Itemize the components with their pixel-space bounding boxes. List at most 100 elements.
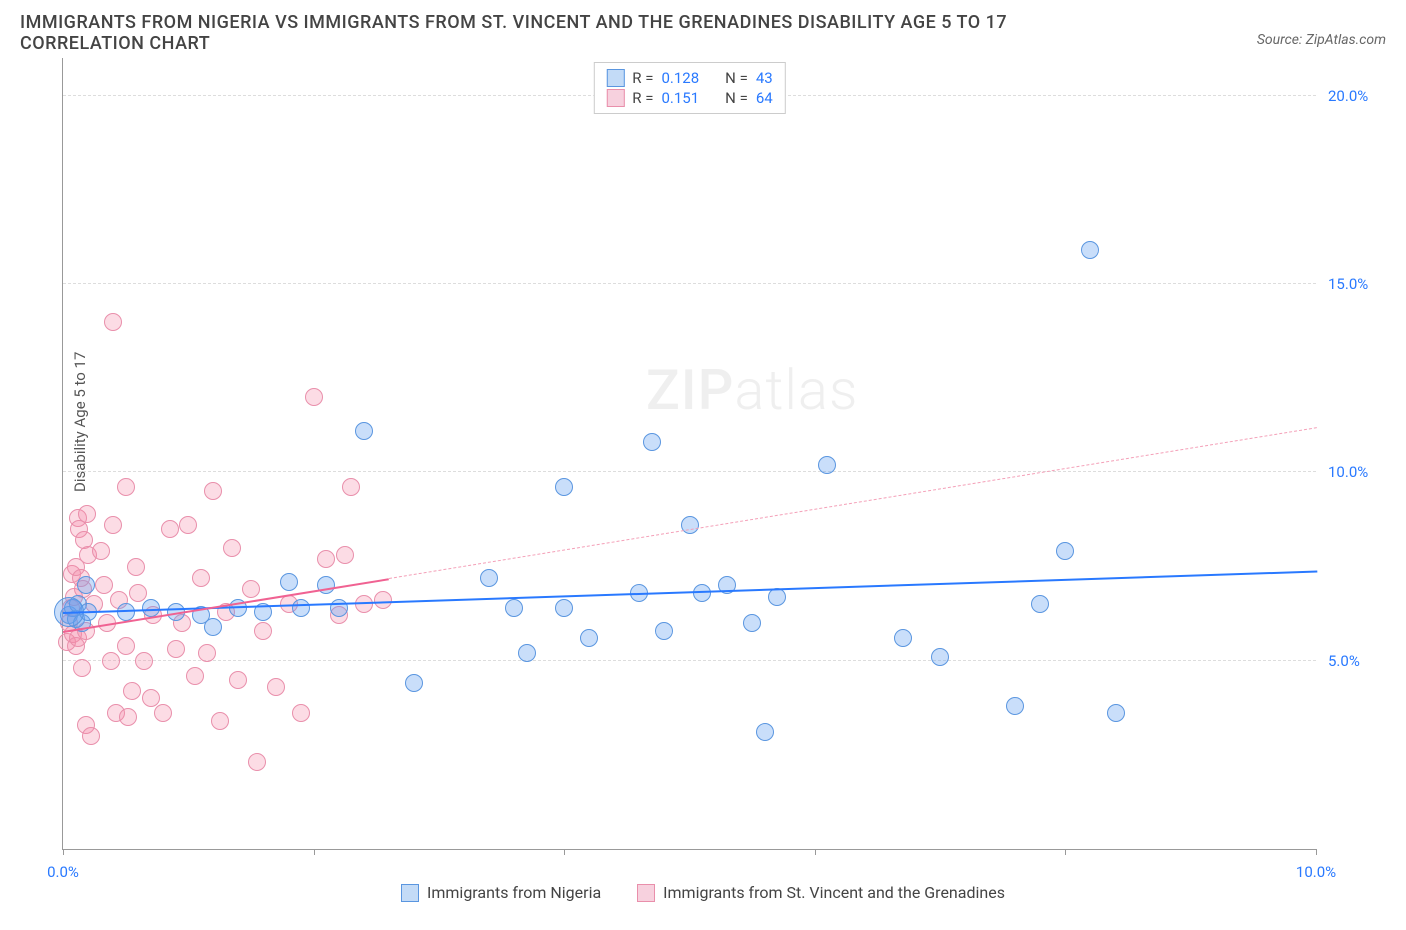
n-value-stvincent: 64: [756, 89, 773, 107]
source-attribution: Source: ZipAtlas.com: [1257, 32, 1386, 48]
data-point-stvincent: [242, 580, 260, 598]
data-point-stvincent: [135, 652, 153, 670]
n-label: N =: [725, 89, 748, 107]
data-point-stvincent: [317, 550, 335, 568]
legend-row-stvincent: R = 0.151 N = 64: [606, 89, 772, 107]
watermark: ZIPatlas: [646, 357, 858, 423]
gridline: [63, 471, 1316, 472]
data-point-nigeria: [1107, 704, 1125, 722]
data-point-nigeria: [317, 576, 335, 594]
data-point-stvincent: [142, 689, 160, 707]
r-value-nigeria: 0.128: [661, 69, 699, 87]
x-tick: [564, 849, 565, 855]
data-point-stvincent: [102, 652, 120, 670]
data-point-stvincent: [254, 622, 272, 640]
data-point-nigeria: [204, 618, 222, 636]
swatch-stvincent: [637, 884, 655, 902]
data-point-stvincent: [78, 505, 96, 523]
data-point-stvincent: [73, 659, 91, 677]
correlation-legend: R = 0.128 N = 43 R = 0.151 N = 64: [593, 62, 785, 114]
data-point-stvincent: [292, 704, 310, 722]
data-point-nigeria: [480, 569, 498, 587]
chart-container: Disability Age 5 to 17 R = 0.128 N = 43 …: [20, 58, 1386, 908]
n-value-nigeria: 43: [756, 69, 773, 87]
x-tick-label: 10.0%: [1296, 863, 1336, 881]
legend-label: Immigrants from Nigeria: [427, 883, 601, 902]
gridline: [63, 283, 1316, 284]
data-point-nigeria: [280, 573, 298, 591]
swatch-stvincent: [606, 89, 624, 107]
legend-row-nigeria: R = 0.128 N = 43: [606, 69, 772, 87]
data-point-stvincent: [305, 388, 323, 406]
data-point-nigeria: [756, 723, 774, 741]
r-label: R =: [632, 89, 653, 107]
data-point-nigeria: [894, 629, 912, 647]
data-point-stvincent: [117, 637, 135, 655]
n-label: N =: [725, 69, 748, 87]
gridline: [63, 660, 1316, 661]
data-point-stvincent: [229, 671, 247, 689]
data-point-stvincent: [267, 678, 285, 696]
data-point-stvincent: [104, 313, 122, 331]
data-point-nigeria: [292, 599, 310, 617]
data-point-nigeria: [580, 629, 598, 647]
plot-area: R = 0.128 N = 43 R = 0.151 N = 64 ZIPatl…: [62, 58, 1316, 850]
data-point-nigeria: [555, 478, 573, 496]
x-tick: [1316, 849, 1317, 855]
chart-title: IMMIGRANTS FROM NIGERIA VS IMMIGRANTS FR…: [20, 12, 1120, 54]
data-point-nigeria: [743, 614, 761, 632]
data-point-stvincent: [198, 644, 216, 662]
x-tick: [1065, 849, 1066, 855]
data-point-stvincent: [129, 584, 147, 602]
data-point-stvincent: [117, 478, 135, 496]
legend-item-stvincent: Immigrants from St. Vincent and the Gren…: [637, 883, 1005, 902]
data-point-nigeria: [1031, 595, 1049, 613]
data-point-stvincent: [119, 708, 137, 726]
r-value-stvincent: 0.151: [661, 89, 699, 107]
legend-item-nigeria: Immigrants from Nigeria: [401, 883, 601, 902]
data-point-nigeria: [681, 516, 699, 534]
y-tick-label: 20.0%: [1328, 87, 1368, 105]
r-label: R =: [632, 69, 653, 87]
y-tick-label: 15.0%: [1328, 275, 1368, 293]
data-point-stvincent: [248, 753, 266, 771]
data-point-stvincent: [204, 482, 222, 500]
data-point-stvincent: [167, 640, 185, 658]
x-tick: [815, 849, 816, 855]
data-point-stvincent: [223, 539, 241, 557]
data-point-nigeria: [555, 599, 573, 617]
data-point-stvincent: [82, 727, 100, 745]
data-point-stvincent: [95, 576, 113, 594]
data-point-nigeria: [1081, 241, 1099, 259]
data-point-stvincent: [192, 569, 210, 587]
y-tick-label: 5.0%: [1328, 652, 1360, 670]
data-point-nigeria: [818, 456, 836, 474]
data-point-stvincent: [211, 712, 229, 730]
data-point-stvincent: [342, 478, 360, 496]
data-point-stvincent: [154, 704, 172, 722]
y-tick-label: 10.0%: [1328, 463, 1368, 481]
data-point-nigeria: [518, 644, 536, 662]
data-point-stvincent: [92, 542, 110, 560]
data-point-stvincent: [104, 516, 122, 534]
data-point-nigeria: [355, 422, 373, 440]
data-point-stvincent: [179, 516, 197, 534]
data-point-nigeria: [655, 622, 673, 640]
data-point-nigeria: [931, 648, 949, 666]
x-tick: [314, 849, 315, 855]
data-point-stvincent: [123, 682, 141, 700]
trend-line: [389, 428, 1317, 580]
data-point-nigeria: [505, 599, 523, 617]
swatch-nigeria: [401, 884, 419, 902]
data-point-nigeria: [77, 576, 95, 594]
data-point-stvincent: [186, 667, 204, 685]
series-legend: Immigrants from Nigeria Immigrants from …: [20, 883, 1386, 902]
x-tick-label: 0.0%: [47, 863, 79, 881]
data-point-nigeria: [1056, 542, 1074, 560]
data-point-stvincent: [336, 546, 354, 564]
legend-label: Immigrants from St. Vincent and the Gren…: [663, 883, 1005, 902]
data-point-nigeria: [1006, 697, 1024, 715]
data-point-nigeria: [330, 599, 348, 617]
x-tick: [63, 849, 64, 855]
data-point-stvincent: [127, 558, 145, 576]
